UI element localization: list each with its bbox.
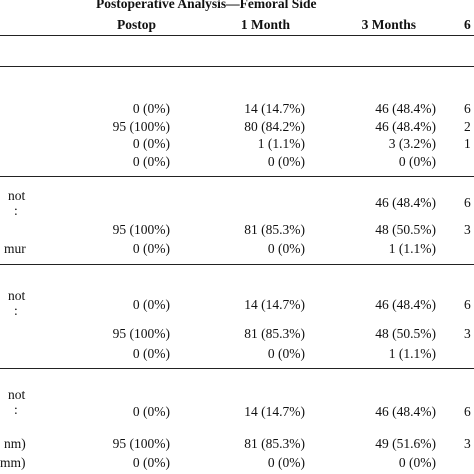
section-rule-2 <box>0 176 474 177</box>
row-label: nm) <box>4 436 26 451</box>
row-label: not <box>8 387 26 402</box>
table-cell: 0 (0%) <box>267 455 305 470</box>
table-cell: 95 (100%) <box>112 119 170 134</box>
table-cell: 1 (1.1%) <box>388 241 436 256</box>
table-cell: 46 (48.4%) <box>375 119 436 134</box>
header-rule <box>0 35 474 36</box>
table-cell: 49 (51.6%) <box>375 436 436 451</box>
table-cell: 81 (85.3%) <box>244 326 305 341</box>
table-cell: 2 <box>464 119 471 134</box>
table-cell: 0 (0%) <box>132 455 170 470</box>
table-cell: 95 (100%) <box>112 326 170 341</box>
table-cell: 3 <box>464 436 471 451</box>
table-title: Postoperative Analysis—Femoral Side <box>96 0 317 11</box>
table-cell: 95 (100%) <box>112 436 170 451</box>
table-cell: 14 (14.7%) <box>244 404 305 419</box>
col-header-1-month: 1 Month <box>240 17 290 32</box>
table-cell: 6 <box>464 195 471 210</box>
table-cell: 46 (48.4%) <box>375 404 436 419</box>
table-cell: 14 (14.7%) <box>244 297 305 312</box>
table-cell: 1 (1.1%) <box>388 346 436 361</box>
table-cell: 0 (0%) <box>267 346 305 361</box>
row-label: not <box>8 288 26 303</box>
table-cell: 3 (3.2%) <box>388 136 436 151</box>
row-label: : <box>14 203 18 218</box>
table-cell: 0 (0%) <box>398 154 436 169</box>
table-cell: 3 <box>464 326 471 341</box>
col-header-6: 6 <box>464 17 471 32</box>
table-cell: 80 (84.2%) <box>244 119 305 134</box>
table-cell: 0 (0%) <box>267 154 305 169</box>
table-cell: 0 (0%) <box>132 101 170 116</box>
table-cell: 1 (1.1%) <box>257 136 305 151</box>
table-cell: 6 <box>464 404 471 419</box>
table-cell: 48 (50.5%) <box>375 222 436 237</box>
table-cell: 46 (48.4%) <box>375 101 436 116</box>
section-rule-1 <box>0 66 474 67</box>
row-label: : <box>14 303 18 318</box>
table-cell: 0 (0%) <box>132 297 170 312</box>
table-cell: 1 <box>464 136 471 151</box>
table-cell: 0 (0%) <box>132 346 170 361</box>
table-cell: 95 (100%) <box>112 222 170 237</box>
table-cell: 81 (85.3%) <box>244 222 305 237</box>
row-label: : <box>14 402 18 417</box>
col-header-postop: Postop <box>116 17 156 32</box>
table-cell: 46 (48.4%) <box>375 195 436 210</box>
table-cell: 0 (0%) <box>132 136 170 151</box>
row-label: mur <box>4 241 26 256</box>
table-cell: 3 <box>464 222 471 237</box>
table-cell: 0 (0%) <box>398 455 436 470</box>
table-cell: 14 (14.7%) <box>244 101 305 116</box>
table-cell: 81 (85.3%) <box>244 436 305 451</box>
col-header-3-months: 3 Months <box>361 17 416 32</box>
table-cell: 0 (0%) <box>132 404 170 419</box>
table-cell: 6 <box>464 297 471 312</box>
table-cell: 6 <box>464 101 471 116</box>
table-cell: 46 (48.4%) <box>375 297 436 312</box>
row-label: mm) <box>0 455 26 470</box>
table-cell: 0 (0%) <box>267 241 305 256</box>
table-cell: 0 (0%) <box>132 241 170 256</box>
table-cell: 0 (0%) <box>132 154 170 169</box>
row-label: not <box>8 188 26 203</box>
section-rule-3 <box>0 264 474 265</box>
section-rule-4 <box>0 368 474 369</box>
table-cell: 48 (50.5%) <box>375 326 436 341</box>
